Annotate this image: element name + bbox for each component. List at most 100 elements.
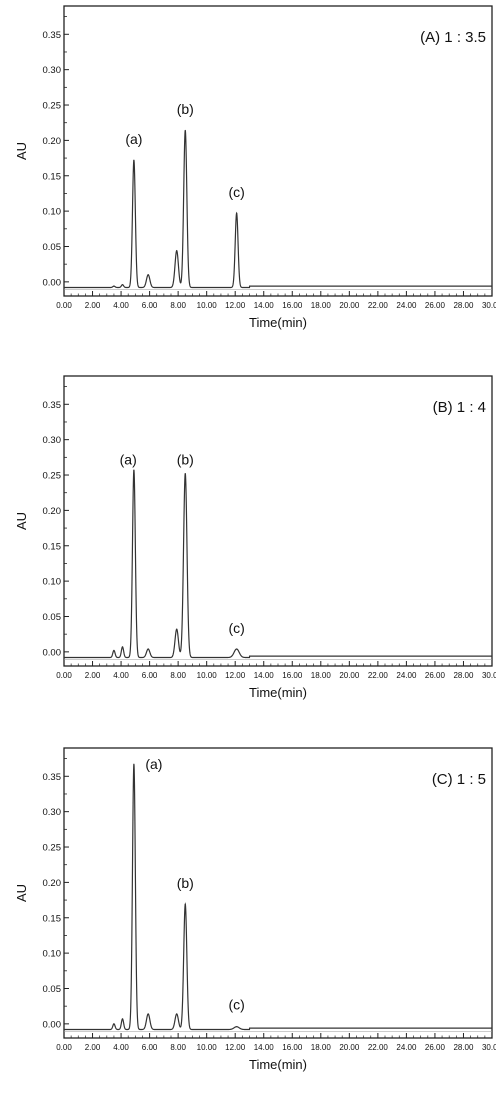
plot-frame [63, 375, 493, 667]
peak-apex-1 [113, 285, 115, 287]
y-tick-label: 0.30 [43, 65, 62, 76]
y-tick-label: 0.15 [43, 171, 62, 182]
chromatogram-trace [64, 469, 492, 659]
x-tick-label: 30.00 [482, 1043, 496, 1052]
x-tick-label: 20.00 [339, 671, 360, 680]
y-tick-label: 0.10 [43, 577, 62, 588]
x-tick-label: 10.00 [197, 671, 218, 680]
y-tick-label: 0.35 [43, 400, 62, 411]
x-tick-label: 28.00 [453, 671, 474, 680]
x-tick-label: 22.00 [368, 1043, 389, 1052]
y-tick-label: 0.20 [43, 136, 62, 147]
x-tick-label: 18.00 [311, 301, 332, 310]
y-tick-label: 0.05 [43, 612, 62, 623]
x-tick-label: 0.00 [56, 671, 72, 680]
x-tick-label: 6.00 [142, 301, 158, 310]
peak-apex-6 [184, 903, 186, 905]
peak-annotation: (a) [125, 131, 142, 147]
y-tick-label: 0.35 [43, 772, 62, 783]
y-tick-label: 0.30 [43, 807, 62, 818]
peak-annotation: (b) [177, 101, 194, 117]
chromatogram-a: 0.00 0.05 0.10 0.15 0.20 0.25 0.30 0.35 0.00 2.00… [14, 5, 496, 330]
peak-annotation: (c) [228, 184, 244, 200]
peak-apex-1 [113, 1023, 115, 1025]
x-tick-label: 12.00 [225, 301, 246, 310]
x-axis-label: Time(min) [249, 685, 307, 700]
x-tick-label: 18.00 [311, 1043, 332, 1052]
plot-frame [63, 5, 493, 297]
x-tick-label: 10.00 [197, 301, 218, 310]
peak-apex-7 [236, 212, 238, 214]
x-tick-label: 30.00 [482, 301, 496, 310]
y-tick-label: 0.30 [43, 435, 62, 446]
peak-annotation: (c) [228, 620, 244, 636]
panel-label: (C) 1 : 5 [432, 771, 486, 788]
x-tick-label: 16.00 [282, 671, 303, 680]
y-tick-label: 0.15 [43, 913, 62, 924]
x-tick-label: 4.00 [113, 1043, 129, 1052]
y-tick-label: 0.00 [43, 647, 62, 658]
x-tick-label: 20.00 [339, 1043, 360, 1052]
peak-apex-3 [133, 763, 135, 765]
chart-panel-b: 0.00 0.05 0.10 0.15 0.20 0.25 0.30 0.35 0.00 2.00… [0, 370, 496, 725]
x-tick-label: 26.00 [425, 671, 446, 680]
peak-apex-2 [121, 1018, 124, 1020]
peak-apex-5 [176, 250, 178, 252]
chromatogram-c: 0.00 0.05 0.10 0.15 0.20 0.25 0.30 0.35 0.00 2.00… [14, 747, 496, 1072]
y-tick-label: 0.05 [43, 984, 62, 995]
y-tick-label: 0.00 [43, 277, 62, 288]
peak-annotation: (a) [145, 756, 162, 772]
x-tick-label: 12.00 [225, 671, 246, 680]
x-axis-label: Time(min) [249, 1057, 307, 1072]
y-tick-label: 0.20 [43, 878, 62, 889]
y-tick-label: 0.00 [43, 1019, 62, 1030]
x-tick-label: 12.00 [225, 1043, 246, 1052]
y-tick-label: 0.20 [43, 506, 62, 517]
x-tick-label: 16.00 [282, 1043, 303, 1052]
y-axis-label: AU [14, 884, 29, 902]
peak-apex-2 [121, 284, 124, 286]
y-tick-label: 0.25 [43, 101, 62, 112]
x-tick-label: 20.00 [339, 301, 360, 310]
chromatogram-trace [64, 130, 492, 289]
peak-apex-6 [184, 129, 186, 132]
x-tick-label: 26.00 [425, 301, 446, 310]
x-tick-label: 4.00 [113, 671, 129, 680]
x-tick-label: 2.00 [85, 1043, 101, 1052]
x-axis-label: Time(min) [249, 315, 307, 330]
peak-apex-5 [176, 628, 178, 630]
x-tick-label: 24.00 [396, 671, 417, 680]
y-tick-label: 0.05 [43, 242, 62, 253]
panel-label: (A) 1 : 3.5 [420, 29, 486, 46]
x-tick-label: 28.00 [453, 301, 474, 310]
peak-apex-3 [133, 159, 135, 161]
x-tick-label: 24.00 [396, 301, 417, 310]
x-tick-label: 14.00 [254, 301, 275, 310]
x-tick-label: 8.00 [170, 301, 186, 310]
peak-annotation: (b) [177, 875, 194, 891]
peak-apex-4 [147, 1013, 149, 1015]
peak-apex-4 [147, 274, 149, 276]
x-tick-label: 0.00 [56, 1043, 72, 1052]
peak-apex-4 [147, 648, 149, 650]
x-tick-label: 14.00 [254, 671, 275, 680]
panel-label: (B) 1 : 4 [433, 399, 486, 416]
x-tick-label: 6.00 [142, 1043, 158, 1052]
x-tick-label: 2.00 [85, 671, 101, 680]
y-tick-label: 0.35 [43, 30, 62, 41]
y-tick-label: 0.10 [43, 949, 62, 960]
x-tick-label: 14.00 [254, 1043, 275, 1052]
peak-apex-2 [121, 646, 124, 648]
x-tick-label: 10.00 [197, 1043, 218, 1052]
chart-panel-c: 0.00 0.05 0.10 0.15 0.20 0.25 0.30 0.35 0.00 2.00… [0, 742, 496, 1097]
chromatogram-trace [64, 764, 492, 1031]
x-tick-label: 16.00 [282, 301, 303, 310]
y-axis-label: AU [14, 142, 29, 160]
y-axis-label: AU [14, 512, 29, 530]
x-tick-label: 22.00 [368, 671, 389, 680]
peak-apex-6 [184, 473, 186, 475]
x-tick-label: 8.00 [170, 671, 186, 680]
y-tick-label: 0.25 [43, 471, 62, 482]
peak-annotation: (c) [228, 997, 244, 1013]
x-tick-label: 18.00 [311, 671, 332, 680]
